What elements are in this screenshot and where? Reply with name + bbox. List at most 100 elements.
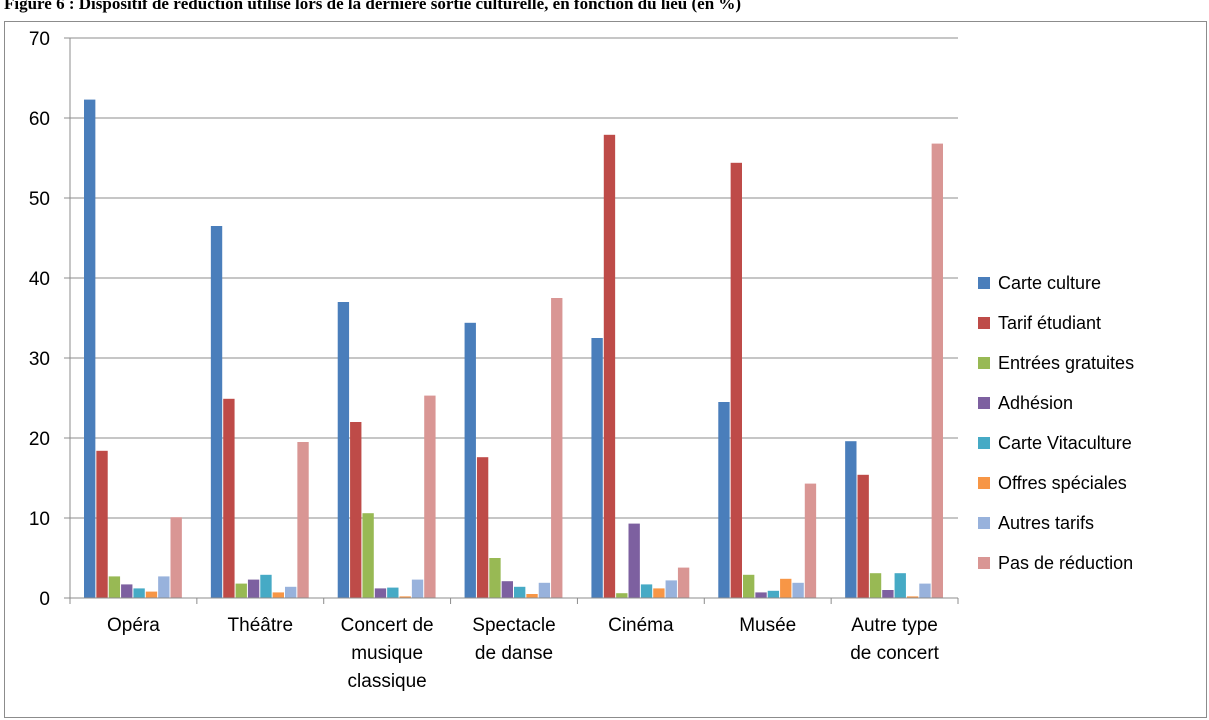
bar <box>145 591 158 598</box>
bar <box>121 584 133 598</box>
x-category-label: Théâtre <box>228 615 293 636</box>
x-category-label: Cinéma <box>608 615 674 636</box>
bar <box>350 422 362 598</box>
bar <box>882 590 894 598</box>
bar <box>514 586 526 598</box>
bar <box>894 573 906 598</box>
bar <box>399 596 411 598</box>
bar <box>857 474 869 598</box>
x-category-label: Musée <box>739 615 796 636</box>
legend-item: Tarif étudiant <box>978 313 1101 333</box>
x-category-label: Autre type de concert <box>850 615 939 664</box>
legend: Carte culture Tarif étudiant Entrées gratu… <box>978 273 1134 573</box>
bar <box>919 583 931 598</box>
legend-label: Offres spéciales <box>998 473 1127 493</box>
x-category-label: Opéra <box>107 615 160 636</box>
bar <box>743 574 755 598</box>
bar <box>170 517 182 598</box>
bar <box>653 588 665 598</box>
legend-swatch <box>978 397 990 409</box>
bar <box>616 593 628 598</box>
bar <box>210 226 223 598</box>
bars <box>84 99 943 599</box>
bar <box>84 99 96 598</box>
legend-label: Autres tarifs <box>998 513 1094 533</box>
bar <box>387 587 399 598</box>
y-tick-label: 70 <box>29 29 50 50</box>
bar <box>223 398 235 598</box>
bar <box>755 592 767 598</box>
legend-label: Entrées gratuites <box>998 353 1134 373</box>
bar <box>424 395 436 598</box>
bar <box>869 573 882 598</box>
bar <box>780 578 792 598</box>
bar <box>108 576 121 598</box>
bar <box>476 457 489 598</box>
bar <box>260 574 272 598</box>
y-tick-label: 30 <box>29 349 50 370</box>
legend-label: Tarif étudiant <box>998 313 1101 333</box>
legend-swatch <box>978 437 990 449</box>
y-tick-label: 60 <box>29 109 50 130</box>
figure-title: Figure 6 : Dispositif de réduction utili… <box>4 0 742 13</box>
x-category-label: Spectacle de danse <box>472 615 555 664</box>
bar <box>133 588 145 598</box>
bar <box>235 583 247 598</box>
x-category-label: Concert de musique classique <box>341 615 434 692</box>
legend-label: Pas de réduction <box>998 553 1133 573</box>
bar <box>464 322 476 598</box>
axis-labels: 0 10 20 30 40 50 60 70 Opéra Théâtre Concert de mus… <box>29 29 940 692</box>
bar <box>272 592 284 598</box>
bar <box>247 579 260 598</box>
bar <box>337 302 350 598</box>
bar <box>551 298 563 598</box>
y-tick-label: 20 <box>29 429 50 450</box>
bar <box>374 588 387 598</box>
bar <box>906 596 919 598</box>
bar <box>285 586 297 598</box>
bar <box>411 579 424 598</box>
y-tick-label: 10 <box>29 509 50 530</box>
bar <box>158 576 170 598</box>
legend-swatch <box>978 517 990 529</box>
legend-item: Carte culture <box>978 273 1101 293</box>
legend-item: Adhésion <box>978 393 1073 413</box>
bar <box>489 558 501 598</box>
legend-item: Carte Vitaculture <box>978 433 1132 453</box>
bar <box>538 582 551 598</box>
bar <box>526 594 538 598</box>
bar <box>362 513 374 598</box>
legend-swatch <box>978 317 990 329</box>
y-tick-label: 50 <box>29 189 50 210</box>
axes <box>64 37 959 604</box>
legend-swatch <box>978 557 990 569</box>
legend-item: Offres spéciales <box>978 473 1127 493</box>
bar <box>730 162 742 599</box>
legend-item: Pas de réduction <box>978 553 1133 573</box>
legend-swatch <box>978 477 990 489</box>
bar <box>640 584 653 598</box>
bar <box>501 581 513 598</box>
bar <box>931 143 943 598</box>
bar <box>603 134 616 599</box>
bar <box>845 441 857 598</box>
y-tick-label: 40 <box>29 269 50 290</box>
legend-label: Carte culture <box>998 273 1101 293</box>
gridlines <box>70 37 958 519</box>
legend-label: Adhésion <box>998 393 1073 413</box>
legend-item: Autres tarifs <box>978 513 1094 533</box>
legend-item: Entrées gratuites <box>978 353 1134 373</box>
legend-swatch <box>978 357 990 369</box>
bar <box>591 338 603 598</box>
bar <box>677 567 690 598</box>
bar <box>628 523 640 598</box>
bar <box>297 442 309 598</box>
bar <box>96 450 108 598</box>
legend-label: Carte Vitaculture <box>998 433 1132 453</box>
chart-frame <box>4 21 1207 718</box>
legend-swatch <box>978 277 990 289</box>
bar <box>718 402 730 598</box>
bar <box>792 582 804 598</box>
y-tick-label: 0 <box>39 589 50 610</box>
